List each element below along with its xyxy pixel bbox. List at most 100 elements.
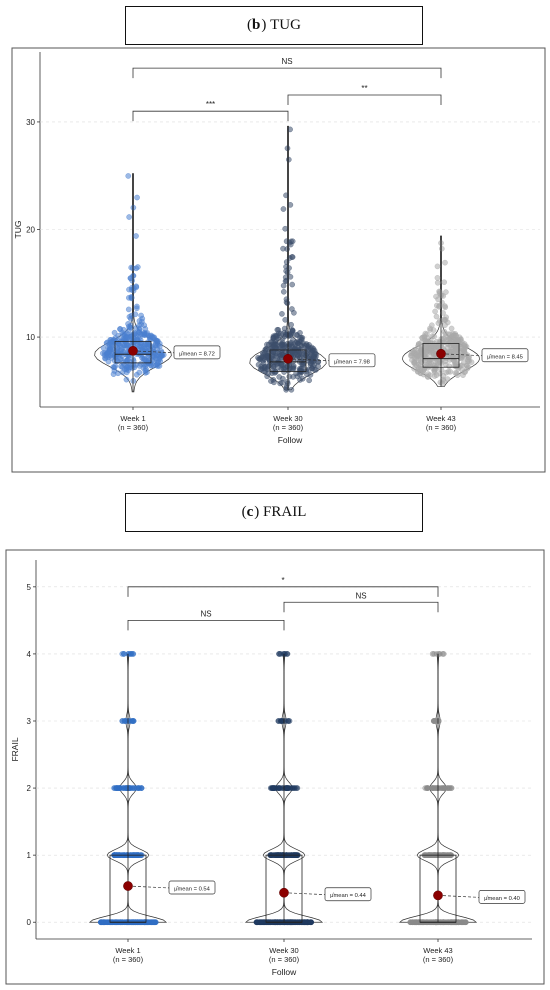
data-point (453, 919, 460, 926)
data-point (300, 919, 307, 926)
data-point (131, 919, 137, 926)
data-point (128, 919, 135, 926)
data-point (288, 919, 294, 926)
data-point (141, 919, 147, 926)
data-point (416, 919, 423, 926)
data-point (265, 364, 271, 370)
data-point (296, 919, 303, 926)
data-point (285, 156, 292, 163)
data-point (263, 919, 270, 926)
box-iqr (114, 340, 152, 364)
data-point (265, 919, 272, 926)
data-point (306, 377, 312, 384)
data-point (446, 852, 452, 858)
data-point (135, 852, 142, 858)
data-point (452, 919, 458, 926)
data-point (414, 919, 420, 926)
data-point (125, 651, 131, 657)
data-point (143, 919, 150, 926)
data-point (283, 852, 290, 858)
data-point (106, 919, 112, 926)
data-point (280, 852, 286, 858)
data-point (255, 361, 262, 368)
data-point (290, 852, 297, 858)
data-point (293, 919, 299, 926)
data-point (99, 919, 106, 926)
data-point (290, 852, 297, 858)
data-point (126, 295, 132, 301)
data-point (130, 651, 137, 657)
data-point (116, 785, 122, 791)
data-point (138, 919, 145, 926)
data-point (137, 852, 144, 858)
data-point (282, 852, 289, 858)
data-point (424, 373, 431, 380)
data-point (268, 852, 275, 858)
data-point (259, 919, 266, 926)
data-point (116, 852, 122, 858)
data-point (279, 718, 285, 724)
data-point (450, 919, 456, 926)
data-point (129, 718, 136, 724)
data-point (104, 919, 111, 926)
data-point (113, 785, 119, 791)
data-point (420, 919, 426, 926)
data-point (273, 852, 280, 858)
data-point (454, 919, 460, 926)
data-point (451, 919, 458, 926)
x-count-label: (n = 360) (269, 955, 300, 964)
data-point (134, 852, 140, 858)
data-point (442, 785, 449, 791)
data-point (433, 919, 440, 926)
x-tick-label: Week 43 (426, 414, 455, 423)
data-point (123, 919, 129, 926)
data-point (112, 852, 119, 858)
data-point (121, 651, 127, 657)
data-point (287, 919, 293, 926)
data-point (129, 919, 135, 926)
data-point (288, 852, 295, 858)
data-point (114, 785, 121, 791)
data-point (419, 919, 426, 926)
data-point (429, 322, 435, 329)
data-point (145, 360, 152, 367)
data-point (284, 919, 290, 926)
data-point (280, 919, 286, 926)
data-point (429, 919, 436, 926)
data-point (447, 919, 454, 926)
data-point (453, 919, 460, 926)
data-point (432, 919, 439, 926)
data-point (98, 919, 104, 926)
data-point (278, 852, 284, 858)
data-point (441, 919, 447, 926)
data-point (116, 919, 123, 926)
data-point (411, 919, 417, 926)
data-point (265, 919, 272, 926)
data-point (277, 852, 284, 858)
data-point (288, 919, 295, 926)
data-point (144, 919, 151, 926)
data-point (275, 852, 282, 858)
data-point (447, 852, 454, 858)
data-point (124, 785, 130, 791)
data-point (119, 718, 126, 724)
data-point (271, 919, 278, 926)
data-point (117, 919, 124, 926)
data-point (426, 852, 433, 858)
data-point (434, 785, 441, 791)
data-point (437, 852, 444, 858)
data-point (427, 852, 434, 858)
data-point (131, 852, 138, 858)
data-point (264, 919, 271, 926)
data-point (448, 919, 455, 926)
data-point (294, 919, 300, 926)
data-point (432, 852, 439, 858)
data-point (275, 919, 282, 926)
data-point (447, 919, 454, 926)
data-point (439, 852, 446, 858)
data-point (443, 852, 450, 858)
data-point (416, 919, 422, 926)
data-point (275, 852, 281, 858)
data-point (452, 919, 459, 926)
data-point (281, 718, 287, 724)
